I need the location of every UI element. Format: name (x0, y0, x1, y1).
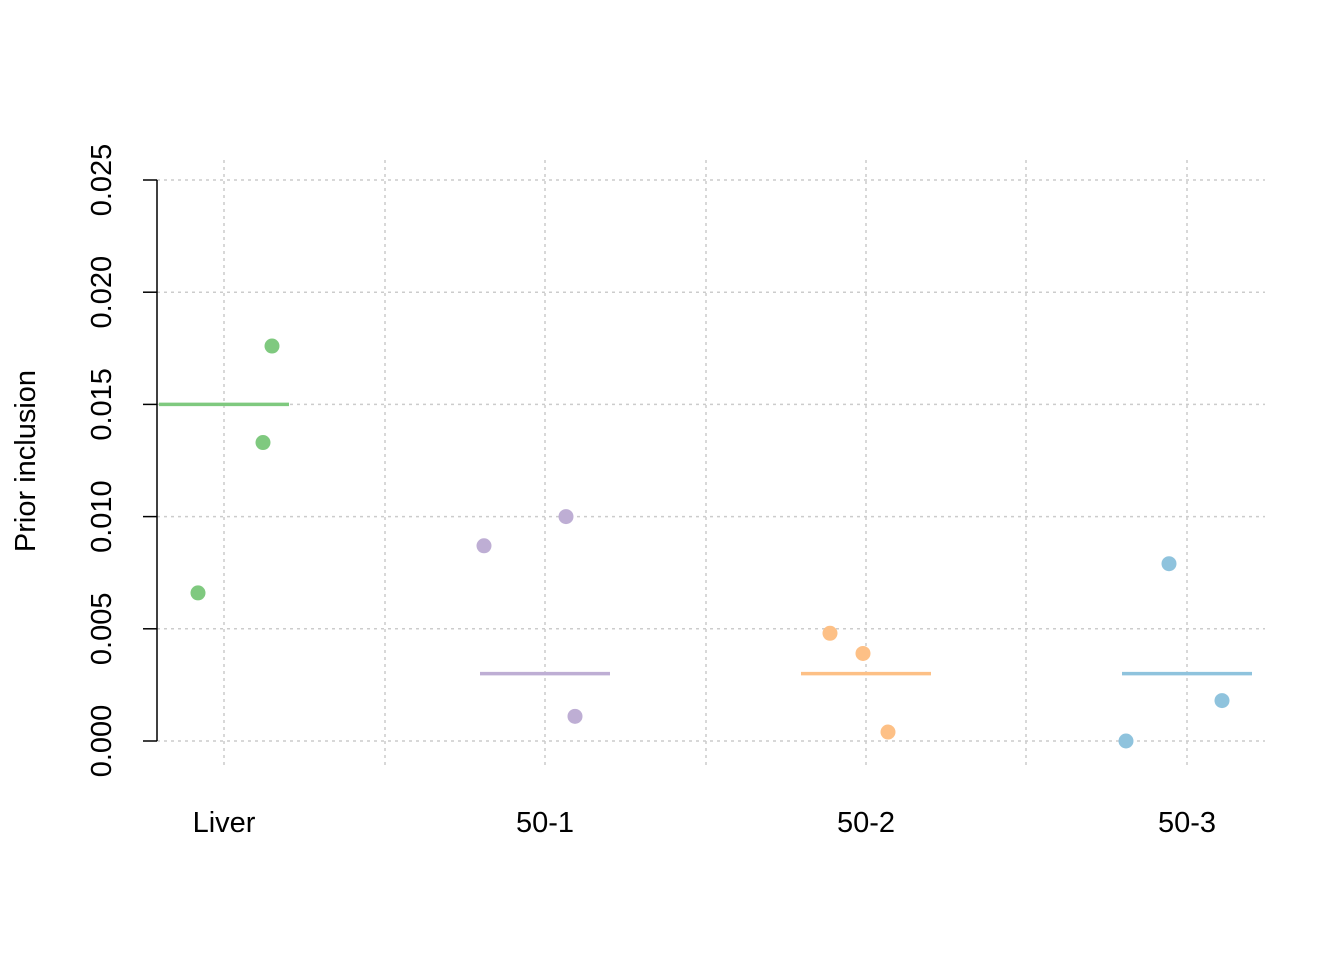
y-tick-label: 0.010 (86, 480, 118, 553)
data-point (1214, 693, 1230, 709)
y-tick-label: 0.015 (86, 368, 118, 441)
series-50-2 (801, 625, 931, 740)
series-50-1 (476, 509, 610, 724)
series-50-3 (1118, 556, 1252, 749)
series-layer (159, 338, 1252, 749)
data-point (558, 509, 574, 525)
data-point (264, 338, 280, 354)
data-point (855, 645, 871, 661)
y-axis-title: Prior inclusion (10, 370, 42, 552)
y-tick-label: 0.025 (86, 144, 118, 217)
y-axis: 0.000 0.005 0.010 0.015 0.020 0.025 (86, 144, 158, 778)
data-point (1161, 556, 1177, 572)
y-tick-label: 0.000 (86, 705, 118, 778)
data-point (822, 625, 838, 641)
x-tick-label: Liver (193, 807, 256, 839)
data-point (1118, 733, 1134, 749)
x-tick-label: 50-3 (1158, 807, 1216, 839)
data-point (567, 708, 583, 724)
data-point (476, 538, 492, 554)
x-tick-label: 50-2 (837, 807, 895, 839)
grid (157, 160, 1265, 768)
series-Liver (159, 338, 289, 601)
x-axis: Liver 50-1 50-2 50-3 (193, 807, 1216, 839)
data-point (880, 724, 896, 740)
data-point (255, 435, 271, 451)
x-tick-label: 50-1 (516, 807, 574, 839)
y-tick-label: 0.020 (86, 256, 118, 329)
data-point (190, 585, 206, 601)
y-tick-label: 0.005 (86, 593, 118, 666)
